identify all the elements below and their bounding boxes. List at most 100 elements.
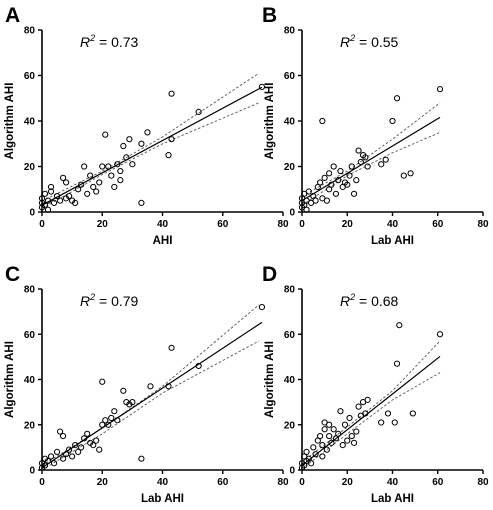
panel-a-point — [81, 163, 88, 170]
panel-d-point — [409, 410, 416, 417]
panel-d-r-squared-value: = 0.68 — [355, 293, 398, 309]
panel-c-point — [111, 408, 118, 415]
panel-a-point — [87, 172, 94, 179]
panel-d-point — [384, 410, 392, 417]
panel-b-x-tick-label: 20 — [342, 219, 354, 230]
panel-d-point — [307, 460, 315, 467]
panel-d-point — [348, 432, 355, 440]
panel-c-point — [99, 378, 106, 385]
panel-b-point — [350, 190, 358, 197]
panel-c-y-tick-label: 20 — [24, 420, 36, 431]
panel-c-point — [72, 442, 79, 449]
panel-d-point — [396, 322, 403, 329]
panel-d-point — [319, 442, 326, 449]
panel-b-y-axis-title: Algorithm AHI — [264, 83, 276, 160]
panel-a-point — [102, 131, 109, 138]
panel-c-point — [99, 421, 106, 428]
panel-c-point — [114, 417, 121, 424]
panel-b-r-squared: R2 = 0.55 — [340, 33, 399, 50]
panel-d-y-tick-label: 40 — [284, 375, 296, 386]
panel-b-point — [321, 174, 328, 181]
panel-d-ci-upper — [301, 340, 441, 463]
panel-a-regression-line — [41, 86, 263, 206]
panel-c-point — [129, 399, 136, 406]
panel-a-y-axis-title: Algorithm AHI — [4, 83, 16, 160]
panel-c-x-tick-label: 0 — [39, 477, 45, 488]
panel-b-regression-line — [301, 116, 441, 202]
panel-b-point — [364, 163, 371, 170]
panel-c-y-tick-label: 60 — [24, 330, 36, 341]
panel-c-r-squared-exponent: 2 — [89, 292, 95, 302]
panel-c-y-axis-title: Algorithm AHI — [4, 341, 16, 418]
panel-a-x-tick-label: 80 — [277, 219, 289, 230]
panel-c-point — [165, 383, 172, 390]
panel-d-point — [312, 451, 319, 458]
panel-c-x-axis-title: Lab AHI — [141, 493, 184, 505]
panel-d-y-tick-label: 20 — [284, 420, 296, 431]
panel-b-point — [332, 190, 340, 197]
panel-d-x-tick-label: 60 — [432, 477, 444, 488]
panel-a-point — [44, 206, 52, 213]
panel-a-x-tick-label: 0 — [39, 219, 45, 230]
panel-c-point — [53, 448, 61, 455]
panel-c-point — [105, 421, 112, 428]
panel-a-point — [75, 186, 82, 193]
panel-a-y-tick-label: 60 — [24, 71, 36, 82]
panel-a-point — [66, 192, 73, 200]
panel-d-x-axis-title: Lab AHI — [371, 493, 414, 505]
panel-c-point — [59, 455, 67, 462]
panel-c-letter: C — [5, 263, 20, 286]
panel-c-x-tick-label: 80 — [277, 477, 289, 488]
panel-a-x-axis-title: AHI — [153, 235, 173, 247]
panel-d-x-tick-label: 40 — [387, 477, 399, 488]
panel-b-point — [323, 197, 330, 204]
panel-c-point — [63, 451, 70, 458]
panel-c-point — [41, 462, 49, 469]
panel-d-point — [319, 453, 326, 460]
panel-a-point — [53, 192, 61, 200]
panel-d-point — [350, 439, 358, 446]
panel-a-point — [93, 188, 100, 195]
panel-b-point — [357, 158, 364, 166]
panel-d-point — [326, 421, 333, 428]
panel-d-r-squared-exponent: 2 — [349, 292, 355, 302]
panel-c-y-tick-label: 0 — [29, 466, 35, 477]
panel-c-point — [147, 383, 154, 390]
panel-b-y-tick-label: 80 — [284, 26, 296, 37]
panel-a-point — [44, 197, 52, 204]
panel-d-point — [436, 331, 444, 338]
panel-a-point — [41, 202, 49, 209]
panel-d-point — [317, 432, 324, 440]
panel-b-ci-lower — [301, 131, 441, 206]
panel-d-r-squared: R2 = 0.68 — [340, 292, 399, 309]
panel-a-point — [144, 129, 151, 136]
panel-d-regression-line — [301, 355, 441, 466]
panel-c-point — [108, 414, 115, 422]
panel-a-x-tick-label: 20 — [97, 219, 109, 230]
panel-d-point — [391, 419, 398, 426]
panel-b-point — [436, 86, 444, 93]
panel-d-point — [378, 419, 385, 426]
panel-a-point — [111, 183, 118, 191]
panel-a-r-squared-exponent: 2 — [89, 33, 95, 43]
panel-b-point — [328, 181, 335, 188]
panel-d-point — [362, 410, 369, 417]
panel-a-y-tick-label: 0 — [29, 208, 35, 219]
panel-d-point — [344, 437, 351, 444]
panel-d-x-tick-label: 0 — [299, 477, 305, 488]
panel-b-y-tick-label: 0 — [289, 208, 295, 219]
panel-c-point — [47, 453, 55, 460]
panel-b-point — [378, 161, 385, 168]
panel-a-point — [168, 136, 175, 143]
panel-d-point — [330, 426, 337, 433]
panel-a-point — [99, 163, 106, 170]
panel-c-point — [90, 442, 97, 449]
panel-c-point — [120, 387, 127, 394]
panel-a-x-tick-label: 60 — [217, 219, 229, 230]
panel-c-ci-lower — [41, 340, 260, 471]
panel-a-point — [108, 172, 115, 179]
panel-b-point — [337, 167, 344, 175]
